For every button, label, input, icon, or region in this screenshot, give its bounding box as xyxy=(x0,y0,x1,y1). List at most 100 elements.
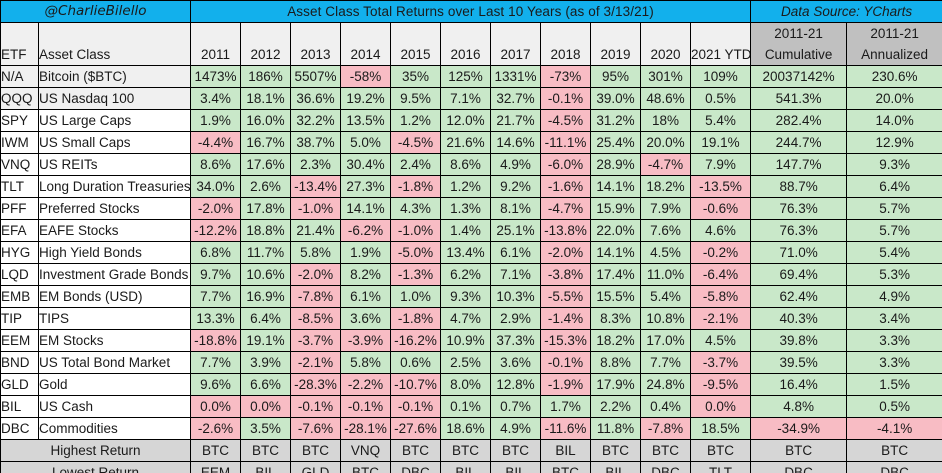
return-cell: 20037142% xyxy=(750,65,848,88)
header-annualized: 2011-21 Annualized xyxy=(846,22,942,66)
header-year-2018: 2018 xyxy=(540,22,592,66)
return-cell: 2.3% xyxy=(290,153,342,176)
return-cell: -8.5% xyxy=(290,307,342,330)
return-cell: 0.4% xyxy=(640,395,692,418)
return-cell: 71.0% xyxy=(750,241,848,264)
return-cell: 15.9% xyxy=(590,197,642,220)
header-cumulative: 2011-21 Cumulative xyxy=(750,22,848,66)
return-cell: 34.0% xyxy=(190,175,242,198)
return-cell: 5.0% xyxy=(340,131,392,154)
return-cell: -12.2% xyxy=(190,219,242,242)
header-year-2014: 2014 xyxy=(340,22,392,66)
return-cell: 7.9% xyxy=(640,197,692,220)
row-etf-ticker: EEM xyxy=(0,329,39,352)
table-row: DBC Commodities -2.6% 3.5% -7.6% -28.1% -27.6%… xyxy=(0,417,942,440)
return-cell: 9.3% xyxy=(846,153,942,176)
return-cell: 10.6% xyxy=(240,263,292,286)
lowest-return-cell: GLD xyxy=(290,461,342,473)
return-cell: 1.9% xyxy=(190,109,242,132)
return-cell: 20.0% xyxy=(846,87,942,110)
return-cell: 6.8% xyxy=(190,241,242,264)
page-title: Asset Class Total Returns over Last 10 Y… xyxy=(190,0,752,23)
return-cell: 3.9% xyxy=(240,351,292,374)
return-cell: 9.2% xyxy=(490,175,542,198)
row-etf-ticker: LQD xyxy=(0,263,39,286)
return-cell: 22.0% xyxy=(590,219,642,242)
return-cell: -4.7% xyxy=(640,153,692,176)
highest-return-cell: BTC xyxy=(190,439,242,462)
row-asset-class-name: Bitcoin ($BTC) xyxy=(37,65,192,88)
lowest-return-cell: DBC xyxy=(640,461,692,473)
return-cell: 11.7% xyxy=(240,241,292,264)
return-cell: -3.7% xyxy=(690,351,752,374)
return-cell: 1.2% xyxy=(390,109,442,132)
return-cell: 541.3% xyxy=(750,87,848,110)
highest-return-cell: BTC xyxy=(846,439,942,462)
return-cell: 16.4% xyxy=(750,373,848,396)
return-cell: -16.2% xyxy=(390,329,442,352)
return-cell: -73% xyxy=(540,65,592,88)
return-cell: -3.7% xyxy=(290,329,342,352)
return-cell: 16.0% xyxy=(240,109,292,132)
row-etf-ticker: DBC xyxy=(0,417,39,440)
return-cell: 30.4% xyxy=(340,153,392,176)
return-cell: 8.6% xyxy=(440,153,492,176)
header-year-2021-ytd: 2021 YTD xyxy=(690,22,752,66)
row-asset-class-name: Commodities xyxy=(37,417,192,440)
return-cell: 5.8% xyxy=(290,241,342,264)
return-cell: -2.1% xyxy=(290,351,342,374)
return-cell: 5507% xyxy=(290,65,342,88)
row-etf-ticker: BIL xyxy=(0,395,39,418)
return-cell: 4.9% xyxy=(490,153,542,176)
highest-return-label: Highest Return xyxy=(0,439,192,462)
highest-return-cell: BIL xyxy=(540,439,592,462)
row-etf-ticker: SPY xyxy=(0,109,39,132)
table-header-row: ETF Asset Class 2011 2012 2013 2014 2015 2016 20… xyxy=(0,22,942,66)
return-cell: 35% xyxy=(390,65,442,88)
header-year-2013: 2013 xyxy=(290,22,342,66)
return-cell: 39.8% xyxy=(750,329,848,352)
return-cell: -3.8% xyxy=(540,263,592,286)
return-cell: 5.4% xyxy=(690,109,752,132)
return-cell: 14.1% xyxy=(340,197,392,220)
return-cell: 8.8% xyxy=(590,351,642,374)
return-cell: 6.2% xyxy=(440,263,492,286)
return-cell: 13.4% xyxy=(440,241,492,264)
table-row: GLD Gold 9.6% 6.6% -28.3% -2.2% -10.7% 8.0% 12.8… xyxy=(0,373,942,396)
return-cell: 244.7% xyxy=(750,131,848,154)
return-cell: -2.0% xyxy=(540,241,592,264)
return-cell: 8.0% xyxy=(440,373,492,396)
return-cell: 0.5% xyxy=(846,395,942,418)
table-row: SPY US Large Caps 1.9% 16.0% 32.2% 13.5% 1.2% 1… xyxy=(0,109,942,132)
return-cell: 24.8% xyxy=(640,373,692,396)
return-cell: -1.6% xyxy=(540,175,592,198)
header-year-2012: 2012 xyxy=(240,22,292,66)
return-cell: 7.7% xyxy=(190,285,242,308)
return-cell: -6.4% xyxy=(690,263,752,286)
return-cell: -5.5% xyxy=(540,285,592,308)
return-cell: -1.0% xyxy=(290,197,342,220)
return-cell: 76.3% xyxy=(750,219,848,242)
return-cell: 4.3% xyxy=(390,197,442,220)
return-cell: 36.6% xyxy=(290,87,342,110)
return-cell: 62.4% xyxy=(750,285,848,308)
lowest-return-cell: DBC xyxy=(750,461,848,473)
return-cell: 19.1% xyxy=(690,131,752,154)
table-row: VNQ US REITs 8.6% 17.6% 2.3% 30.4% 2.4% 8.6% 4.9… xyxy=(0,153,942,176)
return-cell: 5.8% xyxy=(340,351,392,374)
return-cell: 0.5% xyxy=(690,87,752,110)
return-cell: 18.2% xyxy=(590,329,642,352)
row-etf-ticker: QQQ xyxy=(0,87,39,110)
table-row: TLT Long Duration Treasuries 34.0% 2.6% -13.… xyxy=(0,175,942,198)
highest-return-cell: BTC xyxy=(590,439,642,462)
return-cell: 18.8% xyxy=(240,219,292,242)
return-cell: 21.7% xyxy=(490,109,542,132)
return-cell: 0.0% xyxy=(190,395,242,418)
return-cell: 11.0% xyxy=(640,263,692,286)
return-cell: 4.5% xyxy=(640,241,692,264)
return-cell: 1473% xyxy=(190,65,242,88)
return-cell: 12.8% xyxy=(490,373,542,396)
table-row: EEM EM Stocks -18.8% 19.1% -3.7% -3.9% -16.2% 1… xyxy=(0,329,942,352)
return-cell: 1.4% xyxy=(440,219,492,242)
